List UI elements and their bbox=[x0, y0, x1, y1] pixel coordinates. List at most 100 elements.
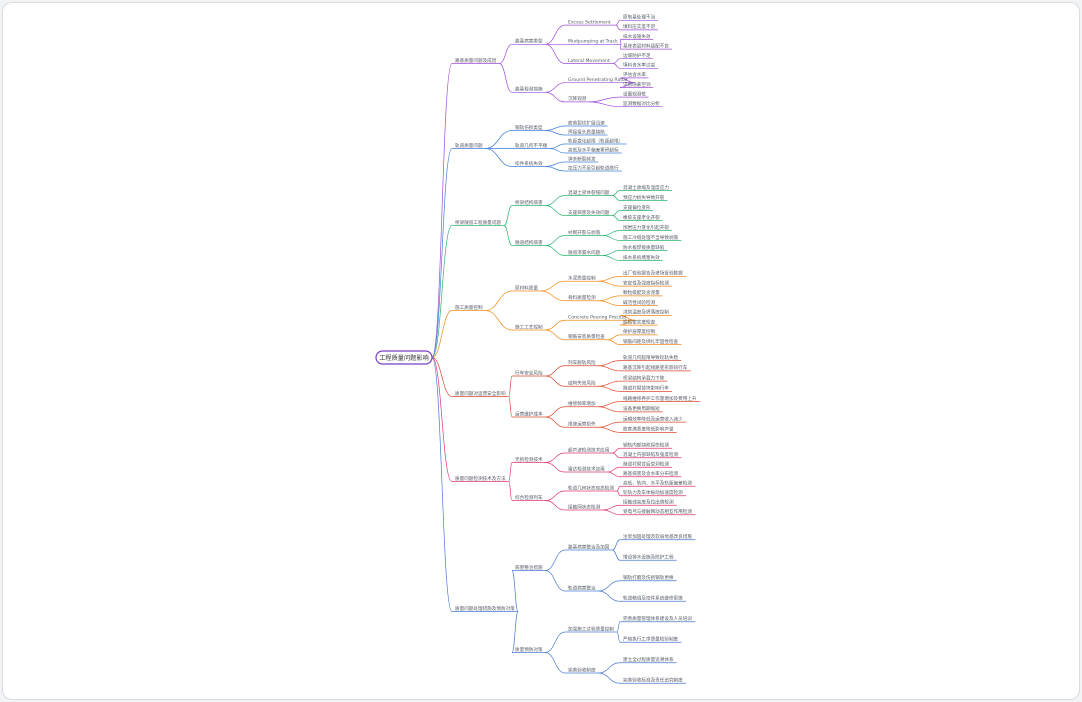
leaf-node[interactable]: 边坡防护不足 bbox=[620, 52, 654, 60]
leaf-node[interactable]: 监测数据对比分析 bbox=[620, 100, 663, 108]
leaf-node[interactable]: 安定性及强度指标检测 bbox=[620, 279, 672, 287]
topic-node[interactable]: 运营维护成本 bbox=[512, 410, 546, 418]
leaf-node[interactable]: 混凝土梁体裂缝问题 bbox=[565, 189, 613, 196]
leaf-node[interactable]: 隧道渗漏水问题 bbox=[565, 249, 603, 256]
topic-node[interactable]: 质量预防对策 bbox=[512, 646, 546, 653]
topic-node[interactable]: 综合检测列车 bbox=[512, 494, 546, 501]
topic-node[interactable]: 路基病害类型 bbox=[512, 38, 546, 45]
leaf-node[interactable]: 轨道病害整治 bbox=[565, 584, 599, 592]
leaf-node[interactable]: 出厂检验报告及进场复验数据 bbox=[620, 270, 687, 277]
leaf-node[interactable]: 弹条断裂频发 bbox=[565, 155, 599, 163]
leaf-node[interactable]: 严格执行工序质量检验制度 bbox=[620, 636, 682, 643]
leaf-node[interactable]: 轨距变化超限（轨距超限） bbox=[565, 137, 627, 145]
leaf-node[interactable]: 限速运营损失 bbox=[565, 421, 599, 428]
leaf-node[interactable]: 设置观测桩 bbox=[620, 90, 649, 98]
leaf-node[interactable]: 超声波检测技术应用 bbox=[565, 446, 613, 454]
leaf-node[interactable]: 水泥质量控制 bbox=[565, 275, 599, 282]
leaf-node[interactable]: 完善质量管理体系建设及人员培训 bbox=[620, 615, 696, 623]
leaf-node[interactable]: 注浆加固处理及软弱地基改良措施 bbox=[620, 533, 696, 541]
leaf-node[interactable]: 骨料质量检测 bbox=[565, 294, 599, 302]
topic-node[interactable]: 钢轨伤损类型 bbox=[512, 124, 546, 131]
root-node[interactable]: 工程质量问题影响 bbox=[375, 350, 433, 365]
topic-node[interactable]: 轨道几何不平顺 bbox=[512, 142, 550, 149]
topic-node[interactable]: 桥梁结构病害 bbox=[512, 199, 546, 206]
leaf-node[interactable]: 填料含水率过高 bbox=[620, 62, 658, 69]
leaf-node[interactable]: 旅客满意度降低影响声誉 bbox=[620, 426, 677, 433]
leaf-node[interactable]: Excess Settlement bbox=[565, 19, 616, 26]
leaf-node[interactable]: 隧道衬砌掉块影响行车 bbox=[620, 385, 672, 392]
leaf-node[interactable]: 振捣密实度检查 bbox=[620, 318, 658, 326]
leaf-node[interactable]: 轨道几何状态动态检测 bbox=[565, 484, 617, 492]
branch-node[interactable]: 路基质量问题及成因 bbox=[452, 57, 500, 64]
leaf-node[interactable]: 受电弓与接触网动态相互作用检测 bbox=[620, 508, 696, 516]
leaf-node[interactable]: 识别隐蔽空洞 bbox=[620, 81, 654, 88]
leaf-node[interactable]: 钢轨打磨及伤损钢轨更换 bbox=[620, 574, 677, 582]
leaf-node[interactable]: 路基病害及含水率分布检测 bbox=[620, 470, 682, 478]
topic-node[interactable]: 扣件系统失效 bbox=[512, 160, 546, 167]
leaf-node[interactable]: 钢筋间距及绑扎牢固性检查 bbox=[620, 338, 682, 345]
branch-node[interactable]: 质量问题检测技术及方法 bbox=[452, 475, 509, 482]
leaf-node[interactable]: 围岩压力变化引起开裂 bbox=[620, 224, 672, 231]
topic-node[interactable]: 隧道结构病害 bbox=[512, 239, 546, 246]
leaf-node[interactable]: 衬砌开裂与剥落 bbox=[565, 229, 603, 236]
leaf-node[interactable]: 钢轨内部缺陷探伤检测 bbox=[620, 442, 672, 449]
leaf-node[interactable]: Mudpumping at Track bbox=[565, 39, 622, 45]
leaf-node[interactable]: 设备更换周期缩短 bbox=[620, 405, 663, 413]
leaf-node[interactable]: 支座病害及失效问题 bbox=[565, 209, 613, 216]
branch-node[interactable]: 施工质量控制 bbox=[452, 304, 486, 311]
topic-node[interactable]: 施工工艺控制 bbox=[512, 323, 546, 331]
leaf-node[interactable]: 沉降观测 bbox=[565, 95, 589, 103]
leaf-node[interactable]: 保护层厚度控制 bbox=[620, 328, 658, 336]
branch-node[interactable]: 轨道质量问题 bbox=[452, 142, 486, 149]
leaf-node[interactable]: 增设排水设施及防护工程 bbox=[620, 554, 677, 561]
leaf-node[interactable]: 基床表层材料级配不良 bbox=[620, 42, 672, 50]
leaf-node[interactable]: 完善验收标准及责任追究制度 bbox=[620, 677, 687, 684]
leaf-node[interactable]: 混凝土收缩及温度应力 bbox=[620, 184, 672, 191]
leaf-node[interactable]: 预应力损失导致开裂 bbox=[620, 194, 668, 201]
leaf-node[interactable]: 线路维修养护工作量增加及费用上升 bbox=[620, 395, 701, 402]
branch-node[interactable]: 桥梁隧道工程质量问题 bbox=[452, 219, 504, 226]
leaf-node[interactable]: 原地基处理不当 bbox=[620, 14, 658, 21]
leaf-node[interactable]: 颗粒级配及含泥量 bbox=[620, 289, 663, 297]
leaf-node[interactable]: 建立全过程质量追溯体系 bbox=[620, 656, 677, 664]
leaf-node[interactable]: 轨道精调及扣件系统维修更换 bbox=[620, 595, 687, 602]
topic-node[interactable]: 原材料质量 bbox=[512, 284, 541, 292]
leaf-node[interactable]: 混凝土内部缺陷及强度检测 bbox=[620, 451, 682, 459]
leaf-node[interactable]: 路基病害整治及加固 bbox=[565, 543, 613, 551]
leaf-node[interactable]: 路基沉降引起线路变形影响行车 bbox=[620, 364, 691, 372]
leaf-node[interactable]: Ground Penetrating Radar bbox=[565, 77, 635, 84]
topic-node[interactable]: 病害整治措施 bbox=[512, 564, 546, 571]
leaf-node[interactable]: 施工冷缝处理不当导致剥落 bbox=[620, 234, 682, 241]
leaf-node[interactable]: 接触网状态检测 bbox=[565, 503, 603, 511]
leaf-node[interactable]: 桥梁结构承载力下降 bbox=[620, 374, 668, 382]
leaf-node[interactable]: 隧道衬砌背后空洞检测 bbox=[620, 461, 672, 468]
leaf-node[interactable]: Lateral Movement bbox=[565, 58, 614, 64]
leaf-node[interactable]: 高低、轨向、水平及轨距偏差检测 bbox=[620, 480, 696, 487]
leaf-node[interactable]: 列车脱轨风险 bbox=[565, 359, 599, 367]
leaf-node[interactable]: 扣压力不足引起轨道爬行 bbox=[565, 164, 622, 172]
leaf-node[interactable]: 高低及水平偏差累积超标 bbox=[565, 146, 622, 154]
leaf-node[interactable]: 橡胶支座老化开裂 bbox=[620, 214, 663, 221]
leaf-node[interactable]: 运输效率降低及运营收入减少 bbox=[620, 415, 687, 423]
leaf-node[interactable]: 轨道几何超限导致轮轨失稳 bbox=[620, 354, 682, 361]
leaf-node[interactable]: 结构失效风险 bbox=[565, 380, 599, 387]
leaf-node[interactable]: 雷达检测技术应用 bbox=[565, 465, 608, 473]
topic-node[interactable]: 路基检测措施 bbox=[512, 86, 546, 93]
leaf-node[interactable]: 填料压实度不足 bbox=[620, 23, 658, 31]
leaf-node[interactable]: 接触线高度及拉出值检测 bbox=[620, 499, 677, 506]
topic-node[interactable]: 行车安全风险 bbox=[512, 369, 546, 377]
leaf-node[interactable]: 防水板焊接质量缺陷 bbox=[620, 244, 668, 251]
leaf-node[interactable]: 焊接接头质量缺陷 bbox=[565, 128, 608, 136]
branch-node[interactable]: 质量问题处理措施及预防对策 bbox=[452, 605, 519, 612]
leaf-node[interactable]: 排水系统堵塞失效 bbox=[620, 254, 663, 261]
leaf-node[interactable]: 支座偏位变形 bbox=[620, 204, 654, 211]
leaf-node[interactable]: 加强施工过程质量控制 bbox=[565, 625, 617, 633]
leaf-node[interactable]: 疲劳裂纹扩展迅速 bbox=[565, 119, 608, 127]
leaf-node[interactable]: 维修频率增加 bbox=[565, 400, 599, 408]
leaf-node[interactable]: 浇筑温度及坍落度控制 bbox=[620, 309, 672, 316]
leaf-node[interactable]: 排水设施失效 bbox=[620, 33, 654, 40]
leaf-node[interactable]: Concrete Pouring Process bbox=[565, 315, 635, 321]
leaf-node[interactable]: 碱活性试验检测 bbox=[620, 299, 658, 306]
leaf-node[interactable]: 轮轨力及车体振动加速度检测 bbox=[620, 489, 687, 497]
leaf-node[interactable]: 钢筋安装质量检查 bbox=[565, 333, 608, 341]
